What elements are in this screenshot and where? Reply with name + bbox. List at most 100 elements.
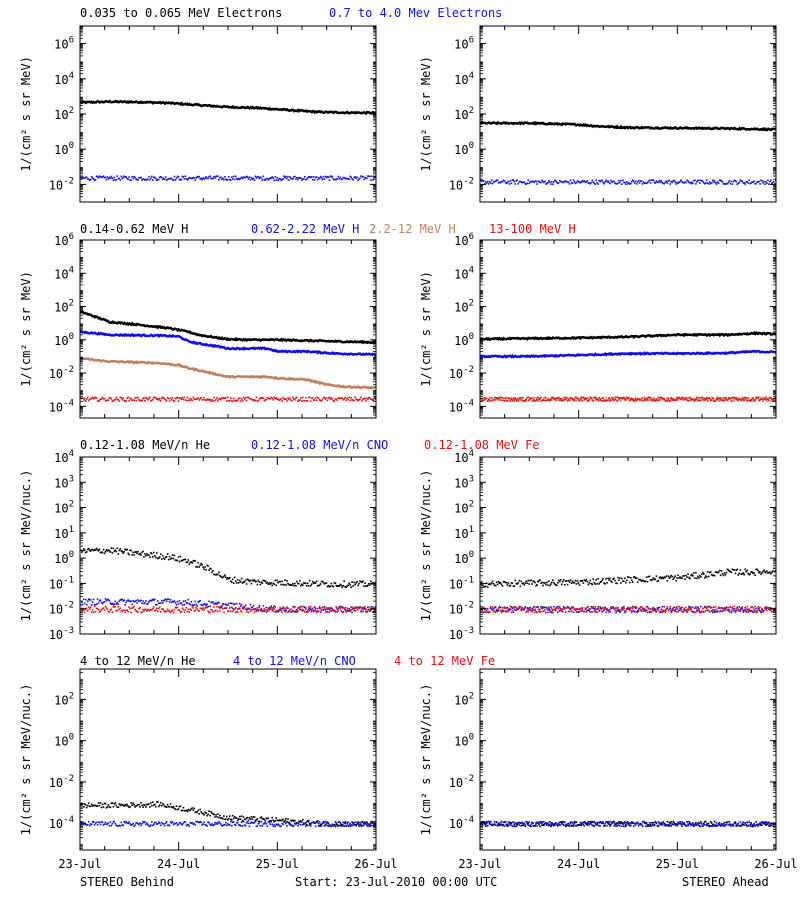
data-point bbox=[494, 397, 497, 399]
data-point bbox=[202, 177, 204, 179]
data-point bbox=[696, 398, 698, 400]
data-point bbox=[697, 399, 699, 402]
data-point bbox=[528, 583, 530, 585]
data-point bbox=[732, 607, 735, 610]
data-point bbox=[187, 178, 190, 180]
data-point bbox=[90, 175, 93, 178]
data-point bbox=[183, 611, 186, 613]
data-point bbox=[687, 573, 689, 575]
data-point bbox=[578, 584, 581, 586]
data-point bbox=[119, 599, 122, 601]
data-point bbox=[732, 610, 735, 612]
data-point bbox=[274, 611, 276, 613]
data-point bbox=[103, 609, 106, 611]
data-point bbox=[191, 177, 194, 180]
data-point bbox=[544, 582, 546, 584]
data-point bbox=[317, 822, 320, 825]
data-point bbox=[719, 179, 722, 181]
data-point bbox=[140, 802, 142, 804]
data-point bbox=[266, 177, 269, 180]
data-point bbox=[120, 175, 123, 178]
data-point bbox=[315, 580, 318, 582]
data-point bbox=[579, 607, 582, 610]
data-point bbox=[747, 182, 749, 184]
data-point bbox=[276, 398, 278, 400]
data-point bbox=[115, 824, 118, 827]
data-point bbox=[162, 823, 165, 825]
data-point bbox=[582, 180, 585, 183]
data-point bbox=[84, 176, 87, 179]
data-point bbox=[624, 611, 626, 614]
data-point bbox=[364, 605, 366, 608]
data-point bbox=[640, 610, 643, 612]
data-point bbox=[616, 610, 618, 612]
data-point bbox=[759, 399, 761, 401]
data-point bbox=[626, 396, 628, 399]
data-point bbox=[221, 825, 223, 827]
data-point bbox=[123, 599, 125, 601]
data-point bbox=[110, 398, 113, 400]
data-point bbox=[315, 610, 318, 613]
data-point bbox=[84, 551, 87, 554]
data-point bbox=[269, 177, 271, 180]
data-point bbox=[240, 398, 243, 400]
data-point bbox=[368, 175, 370, 177]
data-point bbox=[706, 571, 709, 573]
data-point bbox=[202, 823, 204, 825]
data-point bbox=[153, 804, 155, 807]
data-point bbox=[632, 180, 635, 182]
data-point bbox=[349, 399, 351, 402]
data-point bbox=[329, 398, 332, 400]
data-point bbox=[353, 607, 355, 610]
data-point bbox=[756, 397, 758, 399]
data-point bbox=[224, 607, 226, 609]
data-point bbox=[372, 821, 374, 823]
data-point bbox=[86, 178, 89, 180]
data-point bbox=[178, 178, 181, 181]
data-point bbox=[595, 611, 597, 613]
data-point bbox=[642, 400, 645, 402]
data-point bbox=[215, 609, 217, 612]
data-point bbox=[700, 397, 702, 399]
data-point bbox=[177, 823, 180, 826]
data-point bbox=[674, 575, 676, 577]
data-point bbox=[106, 550, 109, 552]
data-point bbox=[355, 177, 357, 179]
data-point bbox=[745, 570, 747, 573]
data-point bbox=[546, 606, 548, 609]
data-point bbox=[742, 572, 745, 574]
data-point bbox=[115, 550, 118, 553]
data-point bbox=[230, 580, 232, 582]
data-point bbox=[675, 399, 677, 401]
data-point bbox=[179, 179, 182, 181]
data-point bbox=[632, 606, 635, 608]
data-point bbox=[366, 397, 368, 400]
data-point bbox=[713, 179, 716, 182]
data-point bbox=[639, 579, 642, 581]
data-point bbox=[737, 610, 740, 612]
data-point bbox=[154, 598, 156, 601]
data-point bbox=[773, 399, 775, 401]
data-point bbox=[557, 611, 559, 614]
data-point bbox=[199, 178, 201, 180]
series-group bbox=[80, 310, 376, 402]
data-point bbox=[637, 608, 640, 610]
data-point bbox=[597, 578, 599, 580]
data-point bbox=[357, 399, 359, 402]
data-point bbox=[519, 585, 522, 588]
data-point bbox=[264, 609, 267, 611]
data-point bbox=[503, 180, 506, 182]
data-point bbox=[148, 825, 150, 827]
data-point bbox=[635, 399, 638, 402]
data-point bbox=[297, 822, 299, 825]
data-point bbox=[661, 611, 664, 614]
data-point bbox=[300, 584, 302, 587]
data-point bbox=[628, 397, 630, 399]
data-point bbox=[682, 397, 684, 399]
data-point bbox=[593, 610, 596, 613]
data-point bbox=[561, 608, 564, 610]
data-point bbox=[514, 397, 517, 400]
data-point bbox=[370, 609, 372, 611]
data-point bbox=[352, 585, 354, 587]
data-point bbox=[731, 608, 734, 610]
